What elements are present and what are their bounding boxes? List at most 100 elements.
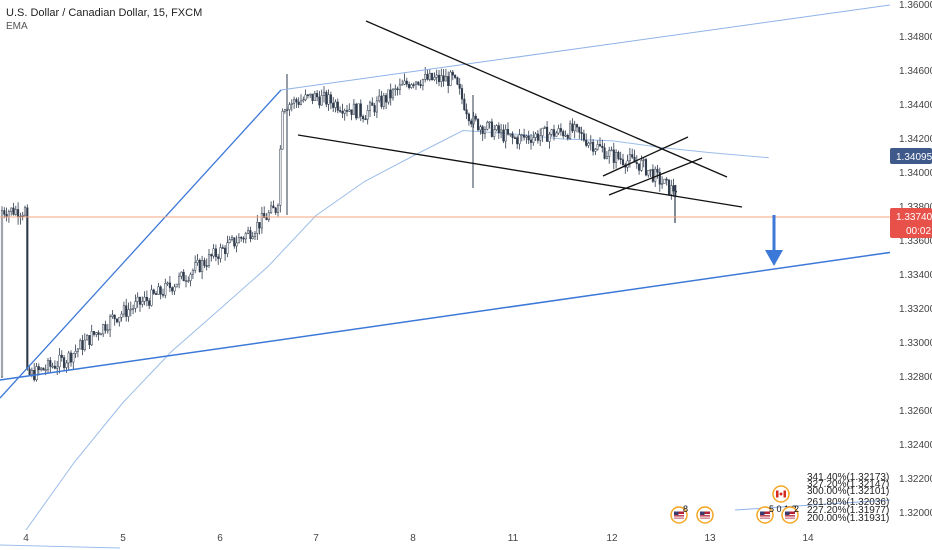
candle-body <box>201 260 204 272</box>
candle-body <box>297 101 300 105</box>
candle-body <box>661 183 664 185</box>
candle-body <box>375 100 378 113</box>
candle-body <box>536 133 539 141</box>
candle-body <box>460 88 464 100</box>
candle-body <box>136 296 139 302</box>
candle-body <box>527 135 530 141</box>
candle-body <box>214 248 217 258</box>
candle-body <box>49 360 52 367</box>
flag-canton <box>700 511 705 515</box>
us-flag-icon[interactable]: 5 0 1 2 <box>756 504 797 524</box>
flag-stripe <box>760 516 770 518</box>
candle-body <box>260 213 263 229</box>
candle-body <box>35 366 38 381</box>
candle-body <box>571 123 574 132</box>
candle-body <box>230 237 234 240</box>
candle-body <box>341 110 344 114</box>
candle-body <box>431 72 434 81</box>
candle-body <box>145 296 148 301</box>
time-tick-label: 4 <box>23 533 29 544</box>
candle-body <box>256 222 259 234</box>
candle-body <box>401 83 404 86</box>
candle-body <box>541 127 544 136</box>
us-flag-icon[interactable]: 2 <box>781 504 799 524</box>
candle-body <box>433 77 436 81</box>
drawings[interactable] <box>0 4 894 549</box>
candle-body <box>189 273 192 281</box>
channel-bottom-line <box>0 251 894 381</box>
ca-flag-icon[interactable] <box>772 485 790 503</box>
candle-body <box>405 80 408 85</box>
candle-body <box>380 95 383 107</box>
us-flag-icon[interactable]: 8 <box>670 504 688 524</box>
candle-body <box>410 84 413 88</box>
candle-body <box>237 237 240 244</box>
candle-body <box>58 354 61 368</box>
candle-body <box>283 109 286 112</box>
candle-body <box>658 171 661 185</box>
flag-stripe <box>760 514 770 516</box>
candle-body <box>378 95 381 102</box>
candle-body <box>575 124 579 128</box>
candle-body <box>74 350 77 354</box>
candle-body <box>525 135 528 138</box>
candle-body <box>115 318 119 323</box>
flag-stripe <box>700 514 710 516</box>
candle-body <box>534 133 537 138</box>
triangle-upper-line <box>365 20 728 178</box>
candle-body <box>550 129 553 135</box>
candle-body <box>180 271 183 277</box>
candle-body <box>582 133 585 141</box>
price-badge <box>890 208 932 238</box>
candle-body <box>60 354 63 358</box>
price-text: 1.33740 <box>896 212 932 223</box>
candle-body <box>437 74 441 82</box>
candle-body <box>408 84 411 88</box>
candle-body <box>327 94 330 105</box>
candle-body <box>566 134 569 139</box>
event-markers[interactable]: 8 5 0 1 22 <box>670 485 799 524</box>
candle-body <box>385 95 388 103</box>
candle-body <box>559 128 562 132</box>
countdown-text: 00:02 <box>906 226 931 237</box>
price-tick-label: 1.33000 <box>899 338 932 349</box>
candle-body <box>631 154 634 158</box>
candle-body <box>83 339 86 351</box>
candle-body <box>267 212 270 220</box>
candle-body <box>141 301 144 305</box>
candle-body <box>313 93 316 101</box>
candle-body <box>276 205 280 213</box>
candle-body <box>171 287 174 292</box>
time-tick-label: 7 <box>313 533 319 544</box>
candle-body <box>263 213 266 219</box>
candle-body <box>279 148 282 206</box>
candle-body <box>79 340 82 350</box>
candle-body <box>42 367 45 371</box>
candle-body <box>76 348 79 352</box>
candle-body <box>205 265 208 267</box>
time-tick-label: 13 <box>704 533 716 544</box>
candle-body <box>345 110 349 112</box>
candle-body <box>152 289 155 294</box>
candle-body <box>557 128 560 134</box>
fib-label: 300.00%(1.32101) <box>807 486 889 497</box>
candle-body <box>649 169 652 171</box>
candle-body <box>334 101 337 108</box>
us-flag-icon[interactable] <box>696 506 714 524</box>
candle-body <box>325 91 328 105</box>
candle-body <box>288 104 291 110</box>
candle-body <box>184 280 188 282</box>
price-tick-label: 1.33200 <box>899 304 932 315</box>
ema-path <box>25 129 769 531</box>
time-tick-label: 12 <box>606 533 618 544</box>
price-axis[interactable]: 1.36000 1.34800 1.34600 1.34400 1.34200 1.340… <box>890 0 932 550</box>
flag-lower-line <box>608 157 703 196</box>
candle-body <box>440 75 443 82</box>
time-axis[interactable]: 4 5 6 7 8 11 12 13 14 <box>23 533 814 544</box>
candle-body <box>143 296 146 302</box>
candle-body <box>506 129 510 135</box>
candle-body <box>539 135 542 141</box>
candle-body <box>635 162 638 165</box>
candle-body <box>251 236 254 239</box>
